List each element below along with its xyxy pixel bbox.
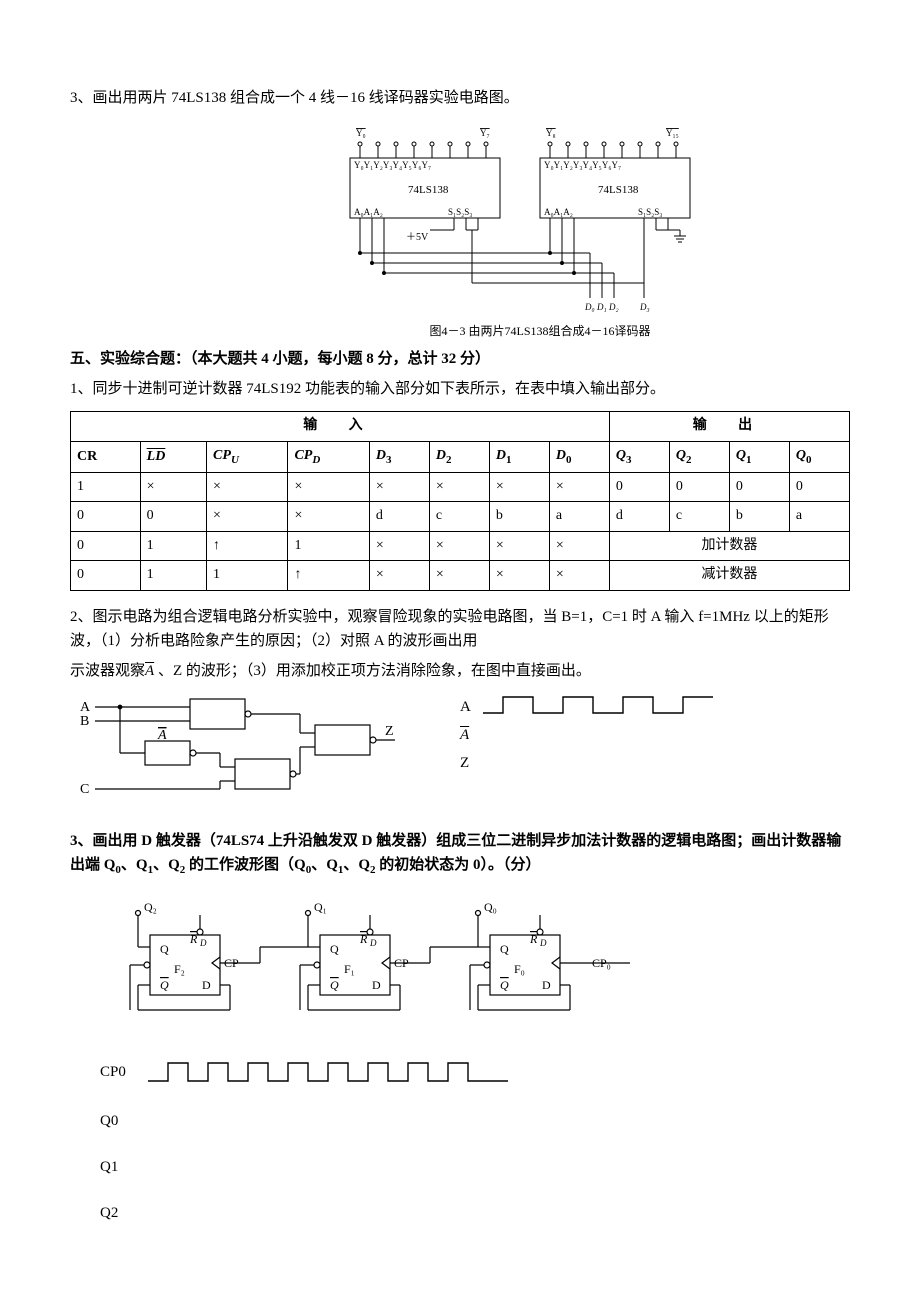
svg-text:Y₀Y₁Y₂Y₃Y₄Y₅Y₆Y₇: Y₀Y₁Y₂Y₃Y₄Y₅Y₆Y₇ (354, 160, 431, 170)
svg-text:Y₁₅: Y₁₅ (666, 128, 679, 138)
svg-text:D: D (199, 938, 207, 948)
q5-2b-text: 示波器观察A 、Z 的波形；（3）用添加校正项方法消除险象，在图中直接画出。 (70, 659, 850, 683)
svg-text:F₂: F₂ (174, 962, 185, 976)
wave-label-A: A (460, 693, 471, 721)
svg-text:Y₀Y₁Y₂Y₃Y₄Y₅Y₆Y₇: Y₀Y₁Y₂Y₃Y₄Y₅Y₆Y₇ (544, 160, 621, 170)
svg-text:A: A (80, 700, 91, 715)
decoder-diagram: 74LS138 Y₀ Y₇ Y₀Y₁Y₂Y₃Y₄Y₅Y₆Y₇ A₀A₁A₂ S₁… (310, 118, 730, 318)
cp0-waveform (148, 1057, 508, 1087)
svg-text:D₂: D₂ (608, 302, 619, 312)
svg-text:Q: Q (500, 942, 509, 956)
svg-text:Q₁: Q₁ (314, 900, 327, 914)
th: Q3 (609, 441, 669, 472)
svg-text:＋5V: ＋5V (406, 232, 429, 243)
wave-label-q2: Q2 (100, 1201, 850, 1225)
svg-text:F₀: F₀ (514, 962, 525, 976)
svg-text:D: D (542, 978, 551, 992)
svg-text:C: C (80, 782, 89, 797)
wave-label-q0: Q0 (100, 1109, 850, 1133)
th: D2 (429, 441, 489, 472)
wave-A (483, 693, 713, 723)
svg-text:Y₈: Y₈ (546, 128, 556, 138)
wave-label-q1: Q1 (100, 1155, 850, 1179)
svg-text:A₀A₁A₂: A₀A₁A₂ (354, 207, 383, 217)
svg-text:Y₇: Y₇ (480, 128, 490, 138)
table-row: 011↑ ×××× 减计数器 (71, 561, 850, 590)
q3-intro: 3、画出用两片 74LS138 组合成一个 4 线－16 线译码器实验电路图。 (70, 86, 850, 110)
svg-text:A₀A₁A₂: A₀A₁A₂ (544, 207, 573, 217)
svg-text:Q: Q (500, 978, 509, 992)
svg-text:R: R (189, 932, 198, 946)
svg-text:S₁S₂S₃: S₁S₂S₃ (448, 207, 472, 217)
svg-text:Q: Q (160, 942, 169, 956)
svg-text:B: B (80, 714, 89, 729)
svg-text:Q: Q (160, 978, 169, 992)
svg-text:74LS138: 74LS138 (598, 184, 639, 196)
table-row: 01↑1 ×××× 加计数器 (71, 531, 850, 560)
svg-text:D₀: D₀ (584, 302, 595, 312)
th-output-group: 输 出 (609, 412, 849, 441)
table-row: 1××× ×××× 0000 (71, 472, 850, 501)
cp0-wave-row: CP0 (100, 1057, 850, 1087)
svg-text:D₁: D₁ (596, 302, 607, 312)
svg-text:A: A (157, 728, 167, 743)
wave-label-Z: Z (460, 749, 471, 777)
truth-table: 输 入 输 出 CR LD CPU CPD D3 D2 D1 D0 Q3 Q2 … (70, 411, 850, 590)
wave-label-Abar: A (460, 721, 471, 749)
diagram-caption: 图4－3 由两片74LS138组合成4－16译码器 (230, 322, 850, 341)
th: Q2 (669, 441, 729, 472)
svg-text:D: D (539, 938, 547, 948)
th: D1 (489, 441, 549, 472)
svg-text:R: R (529, 932, 538, 946)
wave-signal-block: A A Z (460, 693, 713, 777)
svg-text:S₁S₂S₃: S₁S₂S₃ (638, 207, 662, 217)
wave-label-cp0: CP0 (100, 1060, 130, 1084)
svg-text:R: R (359, 932, 368, 946)
q5-1-text: 1、同步十进制可逆计数器 74LS192 功能表的输入部分如下表所示，在表中填入… (70, 377, 850, 401)
th: CR (71, 441, 141, 472)
svg-text:Q: Q (330, 942, 339, 956)
q5-3-text: 3、画出用 D 触发器（74LS74 上升沿触发双 D 触发器）组成三位二进制异… (70, 829, 850, 880)
svg-text:Q: Q (330, 978, 339, 992)
table-row: 00×× dcba dcba (71, 502, 850, 531)
svg-text:Q₀: Q₀ (484, 900, 497, 914)
dff-counter-diagram: Q Q D F₂ R D Q₂ CP (100, 895, 700, 1035)
th: Q1 (729, 441, 789, 472)
svg-text:D: D (202, 978, 211, 992)
th: D3 (369, 441, 429, 472)
svg-text:Z: Z (385, 724, 394, 739)
svg-text:74LS138: 74LS138 (408, 184, 449, 196)
hazard-circuit: A B A C (70, 693, 400, 813)
th: D0 (549, 441, 609, 472)
th: CPU (207, 441, 288, 472)
svg-text:Q₂: Q₂ (144, 900, 157, 914)
svg-text:Y₀: Y₀ (356, 128, 366, 138)
table-header-row: CR LD CPU CPD D3 D2 D1 D0 Q3 Q2 Q1 Q0 (71, 441, 850, 472)
th-input-group: 输 入 (71, 412, 610, 441)
th: LD (140, 441, 206, 472)
svg-text:D: D (369, 938, 377, 948)
svg-text:F₁: F₁ (344, 962, 355, 976)
q5-2a-text: 2、图示电路为组合逻辑电路分析实验中，观察冒险现象的实验电路图，当 B=1，C=… (70, 605, 850, 653)
svg-text:D: D (372, 978, 381, 992)
th: Q0 (789, 441, 849, 472)
th: CPD (288, 441, 369, 472)
section5-title: 五、实验综合题：（本大题共 4 小题，每小题 8 分，总计 32 分） (70, 347, 850, 371)
logic-and-wave-row: A B A C (70, 693, 850, 813)
svg-text:D₃: D₃ (639, 302, 650, 312)
